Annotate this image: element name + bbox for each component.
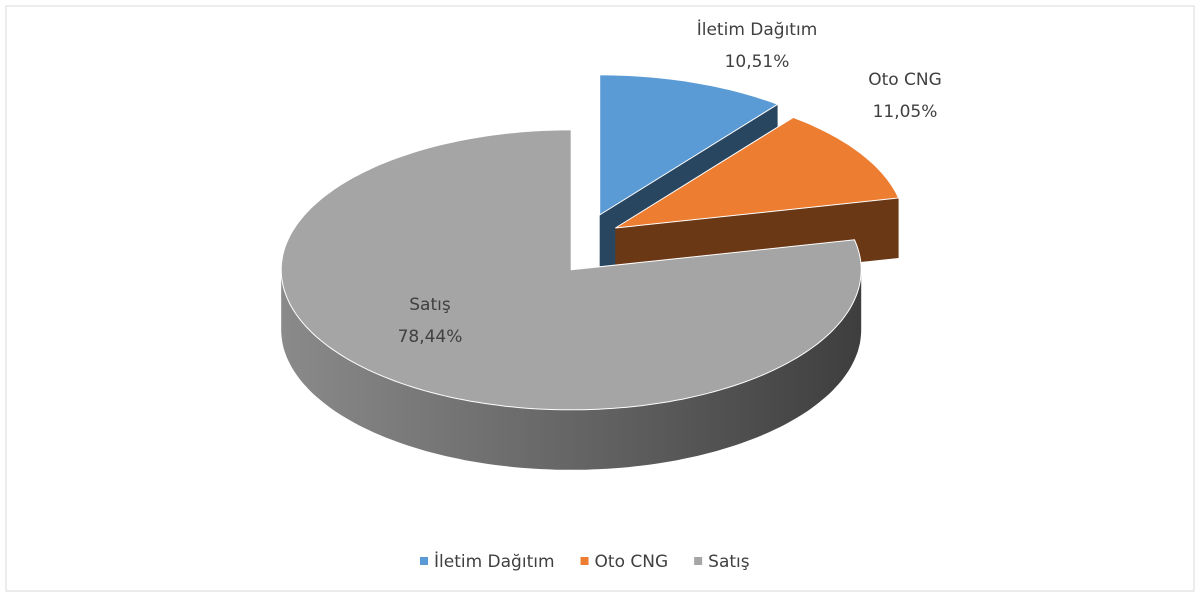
- slice: [615, 116, 900, 229]
- data-label: 78,44%: [398, 327, 463, 347]
- data-label-name: Oto CNG: [868, 70, 942, 90]
- data-label: 11,05%: [873, 102, 938, 122]
- legend-swatch: [420, 557, 428, 565]
- legend-label: Oto CNG: [595, 552, 669, 572]
- data-label-name: İletim Dağıtım: [697, 19, 818, 40]
- data-label-name: Satış: [409, 295, 451, 315]
- legend-swatch: [580, 557, 589, 565]
- slice: [280, 129, 862, 411]
- legend-swatch: [694, 557, 703, 565]
- data-label: 10,51%: [725, 52, 790, 72]
- legend-label: Satış: [708, 552, 750, 572]
- slice-wall: [281, 269, 862, 470]
- legend-label: İletim Dağıtım: [434, 551, 555, 572]
- slice: [599, 74, 779, 216]
